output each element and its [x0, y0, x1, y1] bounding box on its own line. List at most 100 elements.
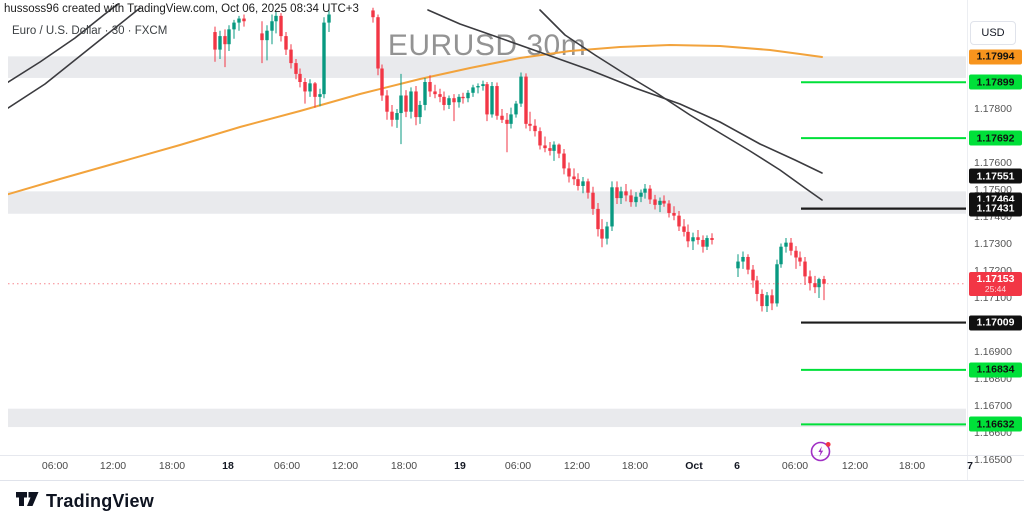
price-axis-label: 1.16700 — [974, 400, 1012, 412]
price-axis[interactable] — [967, 0, 1024, 480]
time-axis-label: 18 — [222, 460, 234, 472]
tradingview-logo[interactable]: TradingView — [16, 491, 154, 512]
candle-body — [380, 68, 384, 96]
candle-body — [322, 22, 326, 95]
candle-body — [232, 22, 236, 30]
candle-body — [414, 91, 418, 118]
candle-body — [701, 239, 705, 247]
candle-body — [260, 33, 264, 41]
candle-body — [533, 125, 537, 132]
candle-body — [567, 168, 571, 177]
candle-body — [784, 242, 788, 247]
candle-body — [615, 187, 619, 199]
candle-body — [485, 84, 489, 115]
candle-body — [452, 98, 456, 103]
candle-body — [447, 98, 451, 105]
candle-body — [770, 295, 774, 304]
flash-events-button[interactable] — [809, 439, 833, 463]
price-line-badge: 1.17899 — [969, 74, 1022, 90]
price-axis-label: 1.17600 — [974, 157, 1012, 169]
candle-body — [519, 76, 523, 104]
bar-countdown: 25:44 — [984, 283, 1007, 294]
candle-body — [418, 104, 422, 118]
candle-body — [760, 293, 764, 307]
supply-demand-zones[interactable] — [8, 56, 966, 428]
candle-body — [308, 83, 312, 92]
candle-body — [433, 91, 437, 95]
candle-body — [639, 192, 643, 197]
candle-body — [682, 226, 686, 232]
candle-body — [643, 188, 647, 193]
candle-body — [442, 96, 446, 105]
ma-value-badge: 1.17551 — [969, 168, 1022, 184]
price-axis-label: 1.17800 — [974, 103, 1012, 115]
candle-body — [471, 87, 475, 93]
candle-body — [586, 181, 590, 193]
time-axis-label: 06:00 — [273, 460, 301, 472]
candle-body — [746, 256, 750, 270]
candle-body — [610, 187, 614, 227]
candle-body — [294, 63, 298, 74]
candle-body — [466, 92, 470, 99]
candle-body — [794, 250, 798, 258]
candle-body — [624, 191, 628, 196]
candle-body — [658, 200, 662, 205]
price-line-badge: 1.17431 — [969, 201, 1022, 217]
candle-body — [428, 82, 432, 92]
time-axis-label: 18:00 — [158, 460, 186, 472]
candle-body — [789, 242, 793, 251]
candle-body — [572, 176, 576, 180]
candle-body — [662, 200, 666, 204]
candle-body — [509, 114, 513, 124]
candle-body — [634, 196, 638, 203]
candle-body — [404, 95, 408, 112]
price-line-badge: 1.17692 — [969, 130, 1022, 146]
price-axis-label: 1.17300 — [974, 238, 1012, 250]
candle-body — [390, 111, 394, 120]
candle-body — [798, 257, 802, 262]
time-axis-label: 6 — [734, 460, 740, 472]
candle-body — [265, 30, 269, 41]
candle-body — [552, 144, 556, 151]
candle-body — [648, 188, 652, 200]
candle-body — [755, 280, 759, 294]
candle-body — [318, 94, 322, 97]
candle-body — [395, 113, 399, 120]
candle-body — [514, 103, 518, 115]
candle-body — [423, 82, 427, 105]
candle-body — [490, 86, 494, 115]
attribution-text: hussoss96 created with TradingView.com, … — [4, 3, 359, 15]
candle-body — [775, 264, 779, 304]
zone-rect — [8, 56, 966, 78]
candle-body — [619, 191, 623, 199]
price-line-badge: 1.16834 — [969, 362, 1022, 378]
candle-body — [279, 15, 283, 37]
candle-body — [562, 153, 566, 169]
price-line-badge: 1.17009 — [969, 315, 1022, 331]
candle-body — [710, 238, 714, 240]
candle-body — [289, 49, 293, 64]
horizontal-price-lines[interactable] — [801, 81, 966, 426]
time-axis-label: 06:00 — [781, 460, 809, 472]
symbol-title[interactable]: Euro / U.S. Dollar · 30 · FXCM — [12, 25, 168, 37]
currency-toggle-button[interactable]: USD — [970, 21, 1016, 45]
moving-average-lines — [8, 3, 823, 201]
candle-body — [557, 144, 561, 154]
candle-body — [409, 91, 413, 112]
candle-body — [528, 123, 532, 126]
price-line-badge: 1.16632 — [969, 416, 1022, 432]
candle-body — [803, 261, 807, 277]
candle-body — [371, 10, 375, 18]
time-axis-label: 12:00 — [841, 460, 869, 472]
candlestick-series — [213, 7, 826, 313]
candle-body — [327, 14, 331, 23]
candle-body — [741, 256, 745, 262]
candle-body — [213, 32, 217, 50]
notification-dot — [825, 442, 831, 447]
candle-body — [779, 246, 783, 265]
time-axis-label: 19 — [454, 460, 466, 472]
price-axis-label: 1.16500 — [974, 454, 1012, 466]
tradingview-logo-mark — [16, 492, 39, 506]
candle-body — [605, 226, 609, 239]
